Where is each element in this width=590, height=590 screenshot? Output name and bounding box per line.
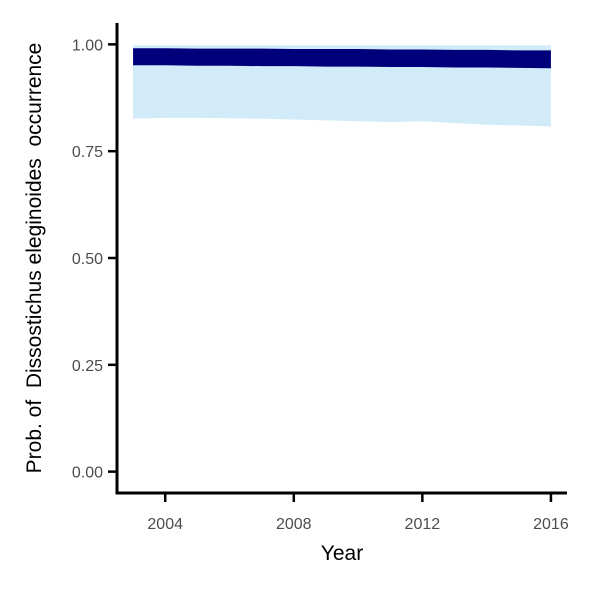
y-tick-label-3: 0.75 — [72, 144, 103, 161]
y-axis-title: Prob. of Dissostichus eleginoides occurr… — [23, 43, 46, 474]
plot-area — [133, 45, 551, 127]
axes: 0.00 0.25 0.50 0.75 1.00 2004 2008 2012 2016 — [72, 23, 569, 533]
x-tick-label-1: 2008 — [276, 516, 312, 533]
x-tick-label-3: 2016 — [533, 516, 569, 533]
y-tick-label-2: 0.50 — [72, 251, 103, 268]
y-tick-label-4: 1.00 — [72, 37, 103, 54]
x-axis-title: Year — [321, 542, 363, 565]
y-tick-label-0: 0.00 — [72, 465, 103, 482]
x-tick-label-2: 2012 — [405, 516, 441, 533]
x-tick-label-0: 2004 — [147, 516, 183, 533]
mean-band-0 — [133, 48, 551, 69]
y-tick-label-1: 0.25 — [72, 358, 103, 375]
